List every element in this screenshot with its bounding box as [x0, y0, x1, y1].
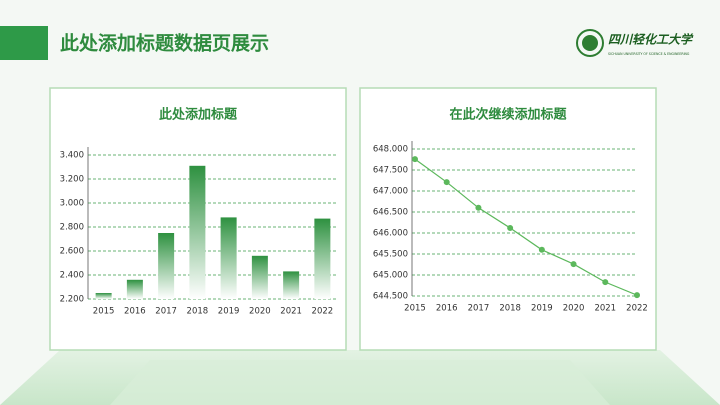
- bar: [158, 233, 175, 299]
- x-tick-label: 2021: [594, 304, 616, 314]
- y-tick-label: 645.000: [373, 271, 408, 281]
- logo-emblem: [582, 35, 598, 51]
- y-tick-label: 2.800: [60, 223, 84, 233]
- point: [475, 204, 482, 211]
- bar: [189, 165, 206, 299]
- y-tick-label: 3.400: [60, 151, 84, 161]
- x-tick-label: 2022: [626, 304, 648, 314]
- x-tick-label: 2020: [249, 307, 271, 317]
- point: [443, 179, 450, 186]
- x-tick-label: 2022: [312, 307, 334, 317]
- x-tick-label: 2018: [187, 307, 209, 317]
- bar: [126, 279, 143, 299]
- point: [412, 156, 418, 163]
- y-tick-label: 647.500: [373, 166, 408, 176]
- chart-title: 在此次继续添加标题: [449, 107, 567, 123]
- y-tick-label: 647.000: [373, 187, 408, 197]
- y-tick-label: 646.500: [373, 208, 408, 218]
- point: [507, 224, 514, 231]
- x-tick-label: 2017: [468, 304, 490, 314]
- y-tick-label: 2.200: [60, 295, 84, 305]
- x-tick-label: 2019: [218, 307, 240, 317]
- point: [538, 246, 545, 253]
- point: [634, 292, 640, 299]
- x-tick-label: 2015: [404, 304, 426, 314]
- bar: [251, 255, 268, 299]
- chart-card: [359, 87, 657, 351]
- header-block: [0, 26, 48, 60]
- x-tick-label: 2019: [531, 304, 553, 314]
- y-tick-label: 644.500: [373, 292, 408, 302]
- y-tick-label: 3.000: [60, 199, 84, 209]
- logo-text: 四川轻化工大学: [608, 33, 694, 47]
- y-tick-label: 2.600: [60, 247, 84, 257]
- x-tick-label: 2020: [563, 304, 585, 314]
- chart-title: 此处添加标题: [159, 107, 238, 123]
- y-tick-label: 648.000: [373, 145, 408, 155]
- bar: [283, 271, 300, 299]
- x-tick-label: 2021: [280, 307, 302, 317]
- point: [570, 261, 577, 268]
- bar: [314, 218, 331, 299]
- logo-emblem: [576, 29, 604, 57]
- bar: [220, 217, 237, 299]
- line: [414, 158, 638, 296]
- x-tick-label: 2015: [93, 307, 115, 317]
- y-tick-label: 3.200: [60, 175, 84, 185]
- x-tick-label: 2018: [499, 304, 521, 314]
- x-tick-label: 2016: [124, 307, 146, 317]
- logo-subtitle: SICHUAN UNIVERSITY OF SCIENCE & ENGINEER…: [608, 52, 690, 56]
- bar: [95, 293, 112, 299]
- y-tick-label: 2.400: [60, 271, 84, 281]
- point: [602, 279, 609, 286]
- y-tick-label: 646.000: [373, 229, 408, 239]
- x-tick-label: 2016: [436, 304, 458, 314]
- y-tick-label: 645.500: [373, 250, 408, 260]
- header-title: 此处添加标题数据页展示: [60, 32, 269, 55]
- floor-decoration: [110, 360, 610, 405]
- x-tick-label: 2017: [155, 307, 177, 317]
